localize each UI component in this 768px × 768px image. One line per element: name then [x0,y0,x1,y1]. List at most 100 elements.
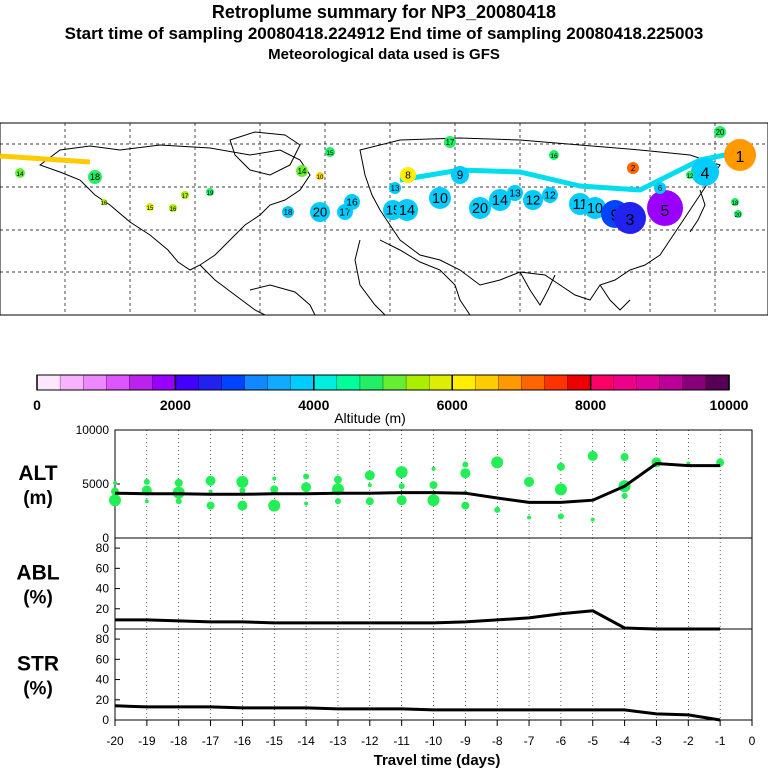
plume-marker [507,185,523,201]
colorbar-tick-label: 8000 [575,397,606,413]
colorbar-cell [221,374,246,391]
alt-scatter-point [303,473,310,480]
alt-scatter-point [109,494,121,507]
plume-marker [296,165,308,177]
plume-marker [169,204,177,212]
plume-marker [15,168,25,178]
colorbar-cell [567,374,592,391]
colorbar-cell [428,374,453,391]
colorbar-cell [336,374,361,391]
met-data-note: Meteorological data used is GFS [268,46,500,63]
x-tick-label: -15 [266,734,284,748]
x-tick-label: -7 [524,734,535,748]
x-tick-label: -9 [460,734,471,748]
alt-scatter-point [398,483,405,490]
plume-marker [146,203,154,211]
plume-marker [400,167,416,183]
y-tick-label: 40 [96,673,110,687]
series-line-abl [115,609,721,631]
colorbar-cell [106,374,130,391]
colorbar-cell [498,374,523,391]
colorbar-cell [290,374,315,391]
x-tick-label: -3 [651,734,662,748]
plume-marker [714,126,726,138]
plume-path-upper [0,153,91,165]
colorbar-cell [152,374,177,391]
plume-marker [344,194,360,210]
plume-marker [549,150,559,160]
plume-day-label: 16 [101,201,108,207]
plume-marker [451,166,469,184]
y-tick-label: 60 [96,652,110,666]
plume-marker [627,162,639,174]
plume-day-label: 10 [432,191,448,207]
plume-marker [584,197,606,219]
alt-scatter-point [461,501,470,510]
plume-day-label: 16 [170,207,177,213]
alt-scatter-point [301,482,312,493]
y-tick-label: 40 [96,582,110,596]
colorbar-cell [244,374,269,391]
x-tick-label: -14 [297,734,315,748]
x-tick-label: -11 [393,734,410,748]
y-axis-label: STR [17,653,59,676]
colorbar-cell [175,374,200,391]
colorbar-tick-label: 10000 [710,397,749,413]
y-tick-label: 10000 [76,423,110,437]
plume-day-label: 16 [550,153,558,160]
alt-scatter-point [175,498,182,505]
colorbar-cell [590,374,615,391]
alt-scatter-point [620,453,629,461]
plume-day-label: 15 [386,203,400,218]
colorbar-cells [36,374,730,391]
plume-day-label: 5 [661,203,670,220]
x-tick-label: -16 [234,734,252,748]
x-tick-label: -13 [329,734,347,748]
alt-scatter-point [491,456,504,469]
series-line-str [114,704,721,722]
plume-day-label: 14 [492,193,508,209]
x-tick-label: -10 [425,734,443,748]
plume-day-label: 2 [631,164,635,173]
plume-marker [444,136,456,148]
y-tick-label: 80 [96,541,110,555]
colorbar-cell [198,374,223,391]
y-tick-label: 60 [96,561,110,575]
plume-marker [316,172,324,180]
x-tick-label: -12 [361,734,379,748]
x-tick-label: -19 [138,734,156,748]
x-tick-label: -5 [587,734,598,748]
plume-marker [389,182,401,194]
colorbar-tick-label: 0 [33,397,41,413]
alt-scatter-point [236,475,249,488]
plume-day-label: 20 [735,213,742,219]
alt-scatter-point [554,483,567,496]
alt-scatter-point [429,481,438,490]
colorbar-cell [452,374,476,391]
plume-day-label: 4 [701,165,710,182]
plume-marker [489,189,511,211]
x-tick-label: -2 [683,734,694,748]
alt-scatter-point [462,461,469,468]
colorbar-cell [359,374,384,391]
colorbar-cell [682,374,707,391]
colorbar-cell [636,374,661,391]
plume-day-label: 1 [736,149,745,166]
x-tick-label: -20 [106,734,124,748]
colorbar-cell [59,374,84,391]
alt-scatter-point [524,476,535,487]
plume-marker [724,139,756,171]
alt-scatter-point [431,466,436,471]
plume-marker [734,210,742,218]
colorbar-cell [313,374,338,391]
y-tick-label: 20 [96,602,110,616]
plume-day-label: 12 [687,174,694,180]
altitude-colorbar: 0 2000 4000 6000 8000 10000 Altitude (m) [33,374,749,426]
x-tick-label: -8 [492,734,503,748]
plume-day-label: 11 [573,197,588,213]
series-line-alt [114,461,721,504]
plume-marker [325,147,335,157]
alt-scatter-point [494,506,501,513]
